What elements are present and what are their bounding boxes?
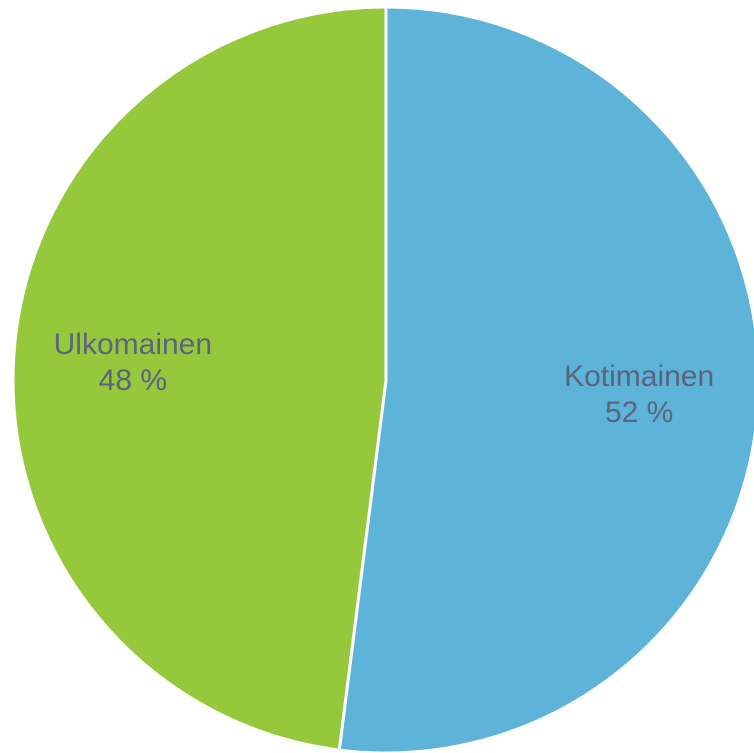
slice-value-label: 48 % xyxy=(99,364,167,397)
slice-label: Kotimainen xyxy=(564,360,714,393)
slice-label: Ulkomainen xyxy=(54,328,212,361)
pie-slice xyxy=(11,5,388,752)
pie-slice xyxy=(337,5,754,753)
slice-value-label: 52 % xyxy=(605,396,673,429)
